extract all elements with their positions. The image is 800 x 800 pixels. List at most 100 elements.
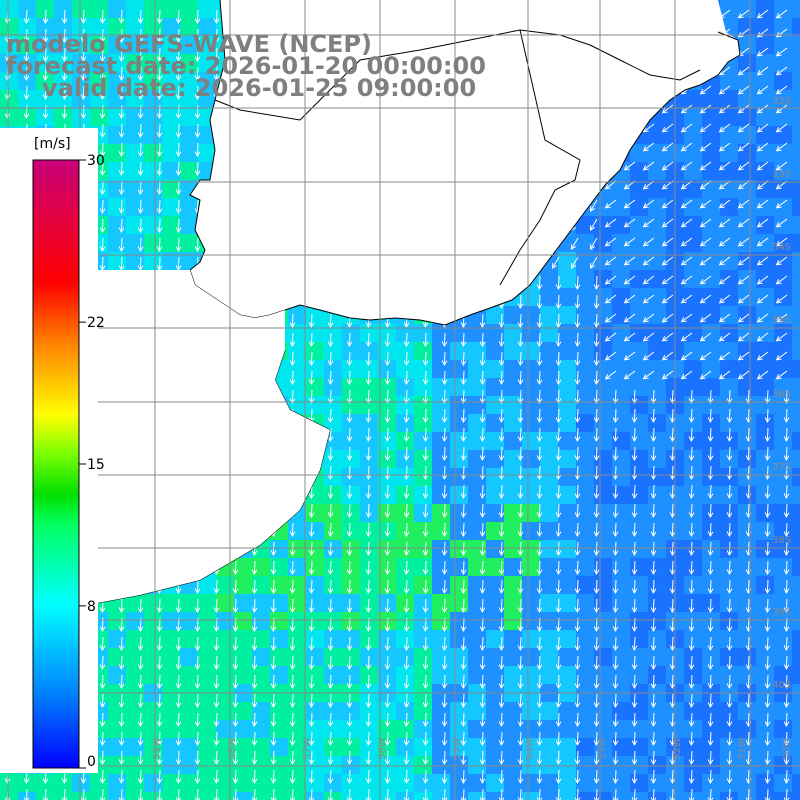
field-cell	[702, 396, 720, 414]
wind-arrow-head	[4, 18, 11, 25]
wind-arrow	[557, 446, 560, 461]
wind-arrow-head	[194, 132, 201, 139]
wind-arrow	[481, 351, 484, 366]
wind-arrow	[481, 598, 484, 613]
wind-arrow-head	[213, 645, 220, 652]
field-cell	[702, 702, 720, 720]
field-cell	[252, 738, 270, 756]
wind-arrow-head	[669, 664, 676, 671]
field-cell	[630, 288, 648, 306]
wind-arrow-head	[346, 417, 353, 424]
field-cell	[108, 774, 126, 792]
field-cell	[504, 792, 522, 800]
field-cell	[324, 720, 342, 738]
wind-arrow	[595, 275, 598, 290]
wind-arrow	[757, 9, 769, 19]
field-cell	[432, 378, 450, 396]
wind-arrow-head	[775, 146, 782, 152]
wind-arrow-head	[4, 94, 11, 101]
wind-arrow	[776, 332, 788, 342]
wind-arrow-head	[137, 94, 144, 101]
wind-arrow	[557, 332, 560, 347]
field-cell	[648, 378, 666, 396]
wind-arrow	[462, 465, 465, 480]
wind-arrow	[728, 503, 731, 518]
wind-arrow-head	[156, 18, 163, 25]
field-cell	[504, 540, 522, 558]
field-cell	[18, 36, 36, 54]
wind-arrow-head	[536, 398, 543, 405]
field-cell	[414, 738, 432, 756]
wind-arrow	[624, 199, 636, 209]
wind-arrow	[367, 332, 370, 347]
field-cell	[126, 180, 144, 198]
wind-arrow	[538, 503, 541, 518]
wind-arrow-head	[650, 569, 657, 576]
wind-arrow-head	[327, 379, 334, 386]
wind-arrow	[690, 408, 693, 423]
field-cell	[54, 108, 72, 126]
wind-arrow-head	[251, 645, 258, 652]
wind-arrow-head	[574, 341, 581, 348]
field-cell	[774, 576, 792, 594]
wind-arrow	[576, 408, 579, 423]
wind-arrow	[481, 579, 484, 594]
wind-arrow-head	[270, 683, 277, 690]
wind-arrow-head	[631, 550, 638, 557]
wind-arrow	[500, 484, 503, 499]
wind-arrow-head	[308, 341, 315, 348]
wind-arrow	[177, 180, 180, 195]
wind-arrow	[500, 370, 503, 385]
field-cell	[756, 774, 774, 792]
wind-arrow-head	[650, 531, 657, 538]
field-cell	[612, 594, 630, 612]
field-cell	[792, 612, 800, 630]
field-cell	[738, 504, 756, 522]
field-cell	[540, 360, 558, 378]
field-cell	[144, 180, 162, 198]
wind-arrow	[605, 332, 617, 342]
field-cell	[720, 504, 738, 522]
wind-arrow-head	[623, 336, 630, 342]
wind-arrow	[662, 161, 674, 171]
field-cell	[36, 54, 54, 72]
wind-arrow-head	[156, 113, 163, 120]
wind-arrow-head	[650, 455, 657, 462]
field-cell	[738, 360, 756, 378]
wind-arrow	[443, 332, 446, 347]
wind-arrow	[348, 370, 351, 385]
wind-arrow	[424, 636, 427, 651]
field-cell	[270, 540, 288, 558]
field-cell	[684, 216, 702, 234]
wind-arrow	[785, 446, 788, 461]
wind-arrow-head	[327, 569, 334, 576]
field-cell	[684, 234, 702, 252]
wind-arrow	[519, 484, 522, 499]
wind-arrow-head	[61, 75, 68, 82]
field-cell	[504, 486, 522, 504]
wind-arrow-head	[156, 56, 163, 63]
wind-arrow-head	[604, 222, 611, 228]
wind-arrow-head	[346, 626, 353, 633]
wind-arrow	[63, 47, 66, 62]
field-cell	[144, 144, 162, 162]
wind-arrow	[158, 655, 161, 670]
wind-arrow-head	[593, 550, 600, 557]
field-cell	[108, 126, 126, 144]
wind-arrow	[747, 427, 750, 442]
field-cell	[558, 324, 576, 342]
wind-arrow	[576, 351, 579, 366]
wind-arrow	[25, 104, 28, 119]
wind-arrow-head	[756, 298, 763, 304]
wind-arrow	[101, 66, 104, 81]
wind-arrow	[405, 598, 408, 613]
field-cell	[774, 486, 792, 504]
wind-arrow-head	[194, 94, 201, 101]
wind-arrow-head	[23, 37, 30, 44]
field-cell	[324, 450, 342, 468]
wind-arrow	[595, 446, 598, 461]
wind-arrow-head	[327, 588, 334, 595]
field-cell	[720, 234, 738, 252]
wind-arrow	[595, 579, 598, 594]
field-cell	[144, 720, 162, 738]
